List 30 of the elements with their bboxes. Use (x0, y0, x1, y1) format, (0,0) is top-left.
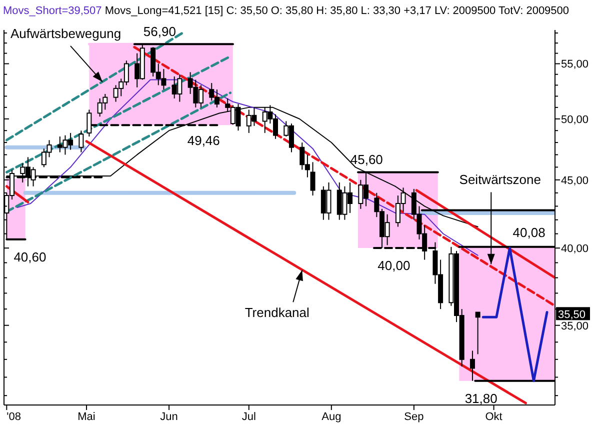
candlestick (310, 162, 316, 196)
annotation: Trendkanal (244, 305, 310, 320)
x-tick-label: '08 (6, 411, 22, 423)
x-tick-label: Sep (404, 411, 424, 423)
x-tick-label: Jun (160, 411, 178, 423)
y-tick-label: 40,00 (561, 243, 589, 256)
annotation: 45,60 (350, 152, 383, 168)
candlestick (475, 312, 480, 355)
candlestick (78, 130, 84, 153)
line-series (482, 246, 548, 382)
annotation: 31,80 (464, 390, 498, 406)
annotation: 40,08 (512, 224, 546, 240)
annotation: Aufwärtsbewegung (10, 26, 122, 41)
annotation: 56,90 (143, 24, 176, 40)
y-tick-label: 45,00 (561, 174, 589, 187)
text: 35,50 (558, 309, 586, 322)
x-tick-label: Okt (485, 411, 502, 423)
annotation: 49,46 (187, 133, 220, 148)
y-tick-label: 35,00 (561, 320, 589, 332)
x-tick-label: Jul (242, 411, 256, 423)
chart-title: [15] C: 35,50 O: 35,80 H: 35,80 L: 33,30 +3,17 LV: 2009500 TotV: 2009500 (204, 5, 570, 17)
y-tick-label: 55,00 (561, 58, 589, 71)
x-tick-label: Aug (322, 411, 342, 423)
text: Movs_Short=39,507 (3, 5, 105, 17)
annotation: 40,60 (14, 249, 46, 264)
text: Movs_Long=41,521 (104, 5, 205, 17)
y-tick-label: 50,00 (561, 114, 589, 126)
annotation: 40,00 (378, 258, 410, 274)
annotation: Seitwärtszone (459, 172, 541, 188)
x-tick-label: Mai (78, 411, 96, 423)
